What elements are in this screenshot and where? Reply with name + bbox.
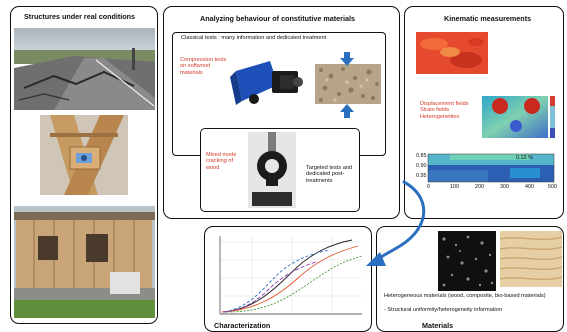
compression-label: Compression tests on softwood materials [180, 57, 227, 76]
heatmap-value: 0.12 % [516, 155, 533, 161]
compression-machine-photo [228, 55, 304, 113]
heatmap-y-tick-2: 0.95 [416, 173, 427, 179]
ct-scan-image [438, 231, 496, 291]
characterization-curves [219, 236, 363, 315]
fields-label: Displacement fields Strain fields Hetero… [420, 101, 469, 120]
wood-grain-image [500, 231, 562, 287]
heatmap-x-tick-0: 0 [427, 184, 430, 190]
compression-arrow-up [340, 104, 354, 118]
heatmap-x-tick-5: 500 [548, 184, 557, 190]
compression-arrow-down [340, 52, 354, 66]
displacement-field-map [478, 92, 560, 142]
strain-field-map [416, 32, 488, 74]
heatmap-y-tick-1: 0.90 [416, 163, 427, 169]
flow-arrow [366, 180, 426, 266]
heatmap-x-tick-1: 100 [450, 184, 459, 190]
heatmap-chart [427, 153, 555, 183]
heatmap-x-tick-4: 400 [525, 184, 534, 190]
heatmap-x-tick-3: 300 [500, 184, 509, 190]
behaviour-title: Analyzing behaviour of constitutive mate… [200, 14, 355, 23]
timber-building-photo [14, 206, 155, 318]
materials-title: Materials [422, 321, 454, 330]
cracked-road-photo [14, 28, 155, 110]
wood-sample-texture [315, 64, 381, 104]
timber-joint-photo [40, 115, 128, 195]
heatmap-y-tick-0: 0.85 [416, 153, 427, 159]
targeted-tests-label: Targeted tests and dedicated post-treatm… [306, 165, 353, 184]
heatmap-x-tick-2: 200 [475, 184, 484, 190]
structures-title: Structures under real conditions [24, 12, 136, 21]
materials-line2: - Structural uniformity/heterogeneity in… [384, 307, 502, 313]
materials-line1: Heterogeneous materials (wood, composite… [384, 293, 546, 299]
mixed-mode-label: Mixed mode cracking of wood [206, 152, 237, 171]
kinematic-title: Kinematic measurements [444, 14, 532, 23]
characterization-title: Characterization [214, 321, 271, 330]
classical-tests-subtitle: Classical tests : many information and d… [181, 35, 327, 41]
cracking-rig-photo [248, 132, 296, 208]
